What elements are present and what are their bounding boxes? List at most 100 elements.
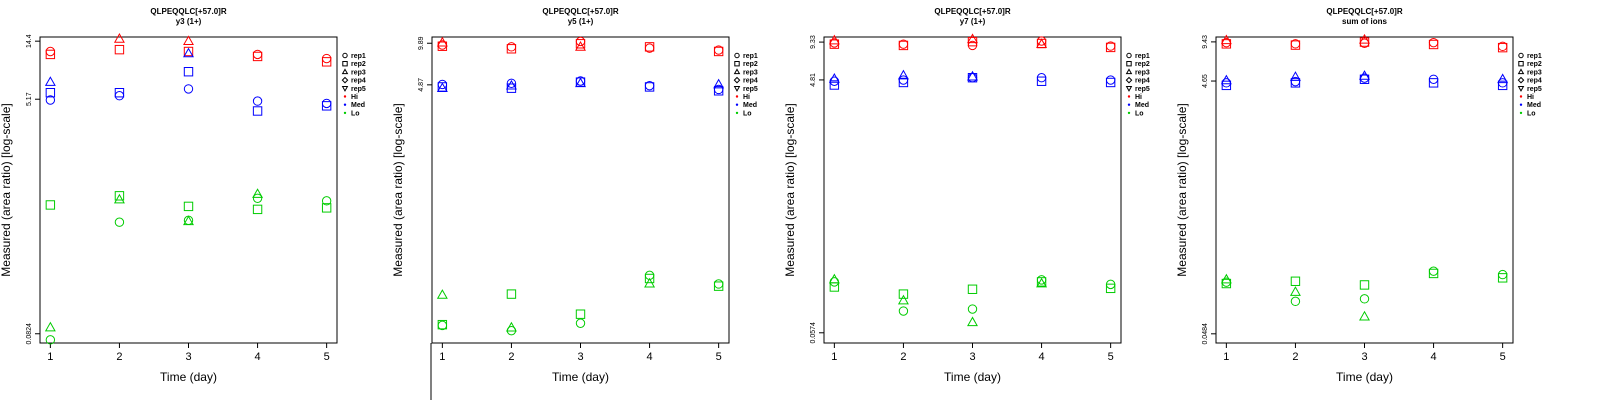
data-point bbox=[1105, 42, 1116, 53]
legend-label: rep4 bbox=[743, 78, 758, 85]
data-point bbox=[644, 82, 655, 92]
x-tick-label: 4 bbox=[255, 351, 261, 363]
data-point bbox=[1290, 296, 1301, 307]
data-point bbox=[1221, 278, 1232, 289]
data-point bbox=[1105, 283, 1116, 294]
data-point bbox=[1290, 40, 1301, 50]
y-tick-label: 0.0824 bbox=[26, 323, 33, 345]
data-point bbox=[113, 33, 125, 43]
data-point bbox=[1289, 286, 1301, 296]
data-point bbox=[1497, 80, 1508, 91]
legend-symbol bbox=[341, 86, 349, 92]
data-point bbox=[321, 196, 332, 206]
legend-dot bbox=[735, 95, 739, 98]
data-point bbox=[505, 79, 517, 90]
x-tick-label: 1 bbox=[1223, 351, 1229, 363]
data-point bbox=[1359, 280, 1370, 290]
data-point bbox=[713, 281, 724, 291]
data-point bbox=[1359, 294, 1370, 304]
data-point bbox=[44, 321, 56, 332]
data-point bbox=[183, 46, 194, 57]
chart-title: QLPEQQLC[+57.0]R bbox=[934, 7, 1010, 16]
legend-symbol bbox=[342, 52, 348, 59]
legend-symbol bbox=[733, 76, 741, 84]
chart-panel: QLPEQQLC[+57.0]Ry7 (1+) 1 2 3 4 5 Time (day) 0.… bbox=[783, 7, 1150, 384]
x-axis-label: Time (day) bbox=[1336, 370, 1393, 384]
data-point bbox=[183, 67, 194, 77]
chart-title: QLPEQQLC[+57.0]R bbox=[542, 7, 618, 16]
data-point bbox=[45, 88, 56, 98]
legend-symbol bbox=[341, 76, 349, 84]
data-point bbox=[829, 282, 840, 292]
data-point bbox=[506, 289, 517, 299]
legend-symbol bbox=[733, 68, 741, 75]
x-tick-label: 3 bbox=[969, 351, 975, 363]
chart-title: QLPEQQLC[+57.0]R bbox=[150, 7, 226, 16]
data-point bbox=[1359, 70, 1370, 80]
plot-frame bbox=[1215, 36, 1514, 344]
data-point bbox=[1036, 275, 1047, 285]
y-axis-label: Measured (area ratio) [log-scale] bbox=[783, 103, 797, 276]
data-point bbox=[45, 95, 56, 105]
data-point bbox=[436, 36, 448, 47]
data-point bbox=[183, 84, 194, 94]
data-point bbox=[898, 77, 909, 88]
x-tick-label: 4 bbox=[647, 351, 653, 363]
y-axis-label: Measured (area ratio) [log-scale] bbox=[1175, 103, 1189, 276]
legend-label: rep4 bbox=[1135, 78, 1150, 85]
legend-label: rep1 bbox=[743, 53, 758, 60]
legend-label: Lo bbox=[743, 110, 752, 117]
data-point bbox=[45, 335, 56, 345]
data-point bbox=[1428, 266, 1439, 276]
legend-dot bbox=[343, 103, 347, 106]
data-point bbox=[1036, 277, 1048, 288]
y-tick-label: 9.33 bbox=[810, 35, 817, 49]
y-tick-label: 14.4 bbox=[26, 34, 33, 48]
chart-panel: QLPEQQLC[+57.0]Ry5 (1+) 1 2 3 4 5 Time (day) 4.… bbox=[391, 7, 758, 384]
data-point bbox=[252, 193, 263, 203]
data-point bbox=[1359, 310, 1370, 321]
data-point bbox=[575, 318, 586, 328]
legend-symbol bbox=[1517, 76, 1525, 84]
legend-label: rep3 bbox=[1135, 69, 1150, 76]
data-point bbox=[252, 204, 263, 215]
data-point bbox=[1428, 37, 1439, 48]
data-point bbox=[828, 73, 840, 83]
legend-label: rep1 bbox=[351, 53, 366, 60]
legend-dot bbox=[1127, 103, 1131, 106]
data-point bbox=[436, 289, 448, 299]
data-point bbox=[506, 44, 517, 54]
x-axis-label: Time (day) bbox=[944, 370, 1001, 384]
legend-symbol bbox=[1125, 76, 1133, 84]
x-tick-label: 1 bbox=[439, 351, 445, 363]
y-tick-label: 4.65 bbox=[1202, 74, 1209, 88]
legend-label: rep5 bbox=[351, 86, 366, 93]
legend-label: rep5 bbox=[1527, 86, 1542, 93]
data-point bbox=[644, 273, 655, 284]
legend-label: rep2 bbox=[351, 61, 366, 68]
data-point bbox=[967, 304, 978, 314]
data-point bbox=[575, 39, 586, 49]
data-point bbox=[713, 279, 724, 289]
data-point bbox=[183, 201, 194, 212]
legend-dot bbox=[1519, 103, 1523, 106]
y-tick-label: 9.89 bbox=[418, 36, 425, 50]
x-tick-label: 2 bbox=[116, 351, 122, 363]
x-tick-label: 1 bbox=[831, 351, 837, 363]
legend-dot bbox=[1127, 111, 1131, 115]
chart-panel: QLPEQQLC[+57.0]Ry3 (1+) 1 2 3 4 5 Time (day) 0.… bbox=[0, 7, 366, 384]
legend-label: Hi bbox=[351, 94, 358, 101]
data-point bbox=[437, 82, 448, 92]
data-point bbox=[506, 42, 517, 52]
data-point bbox=[1036, 73, 1047, 83]
data-point bbox=[113, 193, 125, 204]
x-tick-label: 3 bbox=[577, 351, 583, 363]
data-point bbox=[114, 217, 125, 227]
legend-label: Hi bbox=[1527, 94, 1534, 101]
data-point bbox=[437, 319, 448, 330]
legend-dot bbox=[343, 111, 347, 115]
y-tick-label: 9.43 bbox=[1202, 35, 1209, 49]
data-point bbox=[898, 306, 909, 316]
y-tick-label: 0.0574 bbox=[810, 322, 817, 344]
y-axis-label: Measured (area ratio) [log-scale] bbox=[391, 103, 405, 276]
